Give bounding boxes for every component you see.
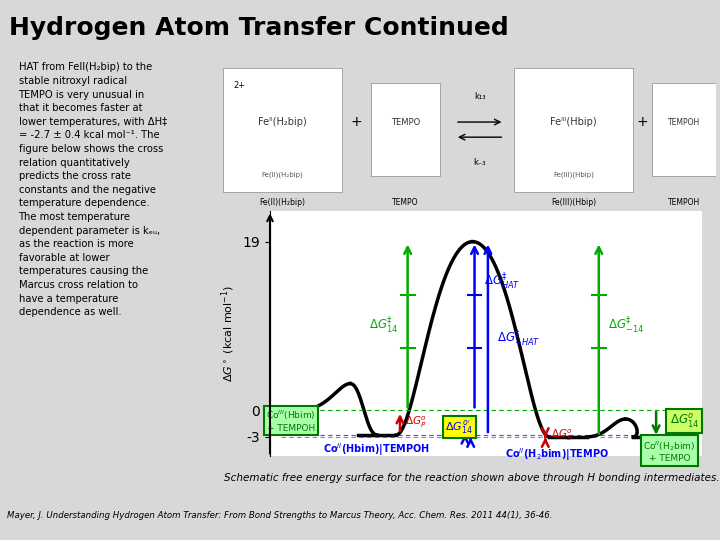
Text: Co$^{II}$(H$_2$bim)|TEMPO: Co$^{II}$(H$_2$bim)|TEMPO bbox=[505, 447, 608, 463]
Text: $\Delta G^{\ddagger}_{-14}$: $\Delta G^{\ddagger}_{-14}$ bbox=[608, 316, 644, 336]
Text: Co$^{II}$(H$_2$bim)
+ TEMPO: Co$^{II}$(H$_2$bim) + TEMPO bbox=[644, 439, 696, 463]
Text: k₋₃: k₋₃ bbox=[474, 158, 486, 167]
FancyBboxPatch shape bbox=[514, 68, 633, 192]
FancyBboxPatch shape bbox=[223, 68, 341, 192]
Text: $\Delta G^o_P$: $\Delta G^o_P$ bbox=[405, 415, 426, 430]
Text: $\Delta G^{\ddagger}_{14}$: $\Delta G^{\ddagger}_{14}$ bbox=[369, 316, 398, 336]
Text: $\Delta G^{\ddagger}_{HAT}$: $\Delta G^{\ddagger}_{HAT}$ bbox=[484, 272, 521, 292]
Text: TEMPO: TEMPO bbox=[392, 198, 419, 207]
Text: Co$^{III}$(Hbim)
+ TEMPOH: Co$^{III}$(Hbim) + TEMPOH bbox=[266, 409, 316, 433]
Text: $\Delta G^o_{14}$: $\Delta G^o_{14}$ bbox=[670, 412, 698, 429]
Text: Schematic free energy surface for the reaction shown above through H bonding int: Schematic free energy surface for the re… bbox=[224, 472, 719, 483]
Text: $\Delta G^o_S$: $\Delta G^o_S$ bbox=[551, 428, 573, 443]
Text: +: + bbox=[351, 115, 362, 129]
Text: TEMPOH: TEMPOH bbox=[668, 198, 701, 207]
Text: Fe(II)(H₂bip): Fe(II)(H₂bip) bbox=[261, 172, 303, 178]
Text: TEMPO: TEMPO bbox=[391, 118, 420, 126]
Text: TEMPOH: TEMPOH bbox=[668, 118, 701, 126]
Text: HAT from FeII(H₂bip) to the
stable nitroxyl radical
TEMPO is very unusual in
tha: HAT from FeII(H₂bip) to the stable nitro… bbox=[19, 62, 167, 317]
Text: +: + bbox=[636, 115, 648, 129]
Y-axis label: $\Delta G^\circ$ (kcal mol$^{-1}$): $\Delta G^\circ$ (kcal mol$^{-1}$) bbox=[220, 285, 237, 382]
Text: Feᴵᴵᴵ(Hbip): Feᴵᴵᴵ(Hbip) bbox=[550, 117, 597, 127]
Text: Fe(III)(Hbip): Fe(III)(Hbip) bbox=[551, 198, 596, 207]
Text: $\Delta G^{o'}_{14}$: $\Delta G^{o'}_{14}$ bbox=[446, 418, 473, 436]
FancyBboxPatch shape bbox=[372, 83, 440, 177]
Text: Fe(III)(Hbip): Fe(III)(Hbip) bbox=[553, 172, 594, 178]
Text: Mayer, J. Understanding Hydrogen Atom Transfer: From Bond Strengths to Marcus Th: Mayer, J. Understanding Hydrogen Atom Tr… bbox=[7, 511, 553, 520]
Text: Co$^{II}$(Hbim)|TEMPOH: Co$^{II}$(Hbim)|TEMPOH bbox=[323, 441, 431, 458]
Text: $\Delta G^{\ddagger}_{-HAT}$: $\Delta G^{\ddagger}_{-HAT}$ bbox=[498, 329, 541, 349]
Text: 2+: 2+ bbox=[233, 81, 246, 90]
Text: k₁₃: k₁₃ bbox=[474, 92, 485, 101]
Text: Feᴵᴵ(H₂bip): Feᴵᴵ(H₂bip) bbox=[258, 117, 307, 127]
Text: Fe(II)(H₂bip): Fe(II)(H₂bip) bbox=[259, 198, 305, 207]
Text: Hydrogen Atom Transfer Continued: Hydrogen Atom Transfer Continued bbox=[9, 16, 508, 40]
FancyBboxPatch shape bbox=[652, 83, 716, 177]
